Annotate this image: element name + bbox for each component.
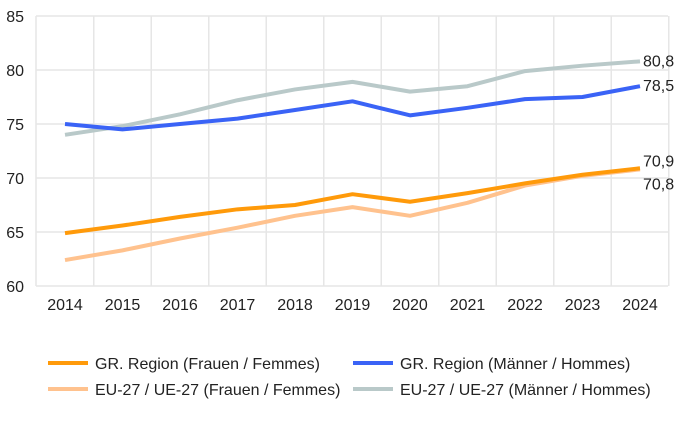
legend-label: GR. Region (Frauen / Femmes) bbox=[95, 356, 320, 373]
x-tick-label: 2017 bbox=[220, 297, 256, 314]
y-tick-label: 65 bbox=[6, 225, 24, 242]
series-lines bbox=[64, 59, 641, 263]
x-tick-label: 2018 bbox=[277, 297, 313, 314]
x-tick-label: 2021 bbox=[450, 297, 486, 314]
x-tick-label: 2016 bbox=[162, 297, 198, 314]
x-tick-label: 2014 bbox=[47, 297, 83, 314]
grid bbox=[35, 15, 670, 287]
y-tick-label: 60 bbox=[6, 279, 24, 296]
x-tick-label: 2022 bbox=[507, 297, 543, 314]
legend-label: EU-27 / UE-27 (Männer / Hommes) bbox=[400, 382, 651, 399]
x-tick-label: 2019 bbox=[335, 297, 371, 314]
x-tick-label: 2023 bbox=[565, 297, 601, 314]
series-line bbox=[64, 166, 641, 236]
y-axis: 60 65 70 75 80 85 bbox=[6, 9, 24, 296]
series-line bbox=[64, 59, 641, 137]
end-label: 78,5 bbox=[643, 78, 674, 95]
end-label: 70,8 bbox=[643, 176, 674, 193]
x-axis: 2014 2015 2016 2017 2018 2019 2020 2021 2022 2023… bbox=[47, 297, 658, 314]
y-tick-label: 85 bbox=[6, 9, 24, 26]
x-tick-label: 2024 bbox=[622, 297, 658, 314]
series-line bbox=[64, 84, 641, 132]
y-tick-label: 70 bbox=[6, 171, 24, 188]
legend-label: GR. Region (Männer / Hommes) bbox=[400, 356, 630, 373]
y-tick-label: 80 bbox=[6, 63, 24, 80]
legend: GR. Region (Frauen / Femmes) GR. Region (… bbox=[48, 356, 651, 399]
end-labels: 70,9 78,5 70,8 80,8 bbox=[643, 53, 674, 193]
y-tick-label: 75 bbox=[6, 117, 24, 134]
legend-label: EU-27 / UE-27 (Frauen / Femmes) bbox=[95, 382, 340, 399]
x-tick-label: 2015 bbox=[105, 297, 141, 314]
end-label: 70,9 bbox=[643, 153, 674, 170]
end-label: 80,8 bbox=[643, 53, 674, 70]
x-tick-label: 2020 bbox=[392, 297, 428, 314]
